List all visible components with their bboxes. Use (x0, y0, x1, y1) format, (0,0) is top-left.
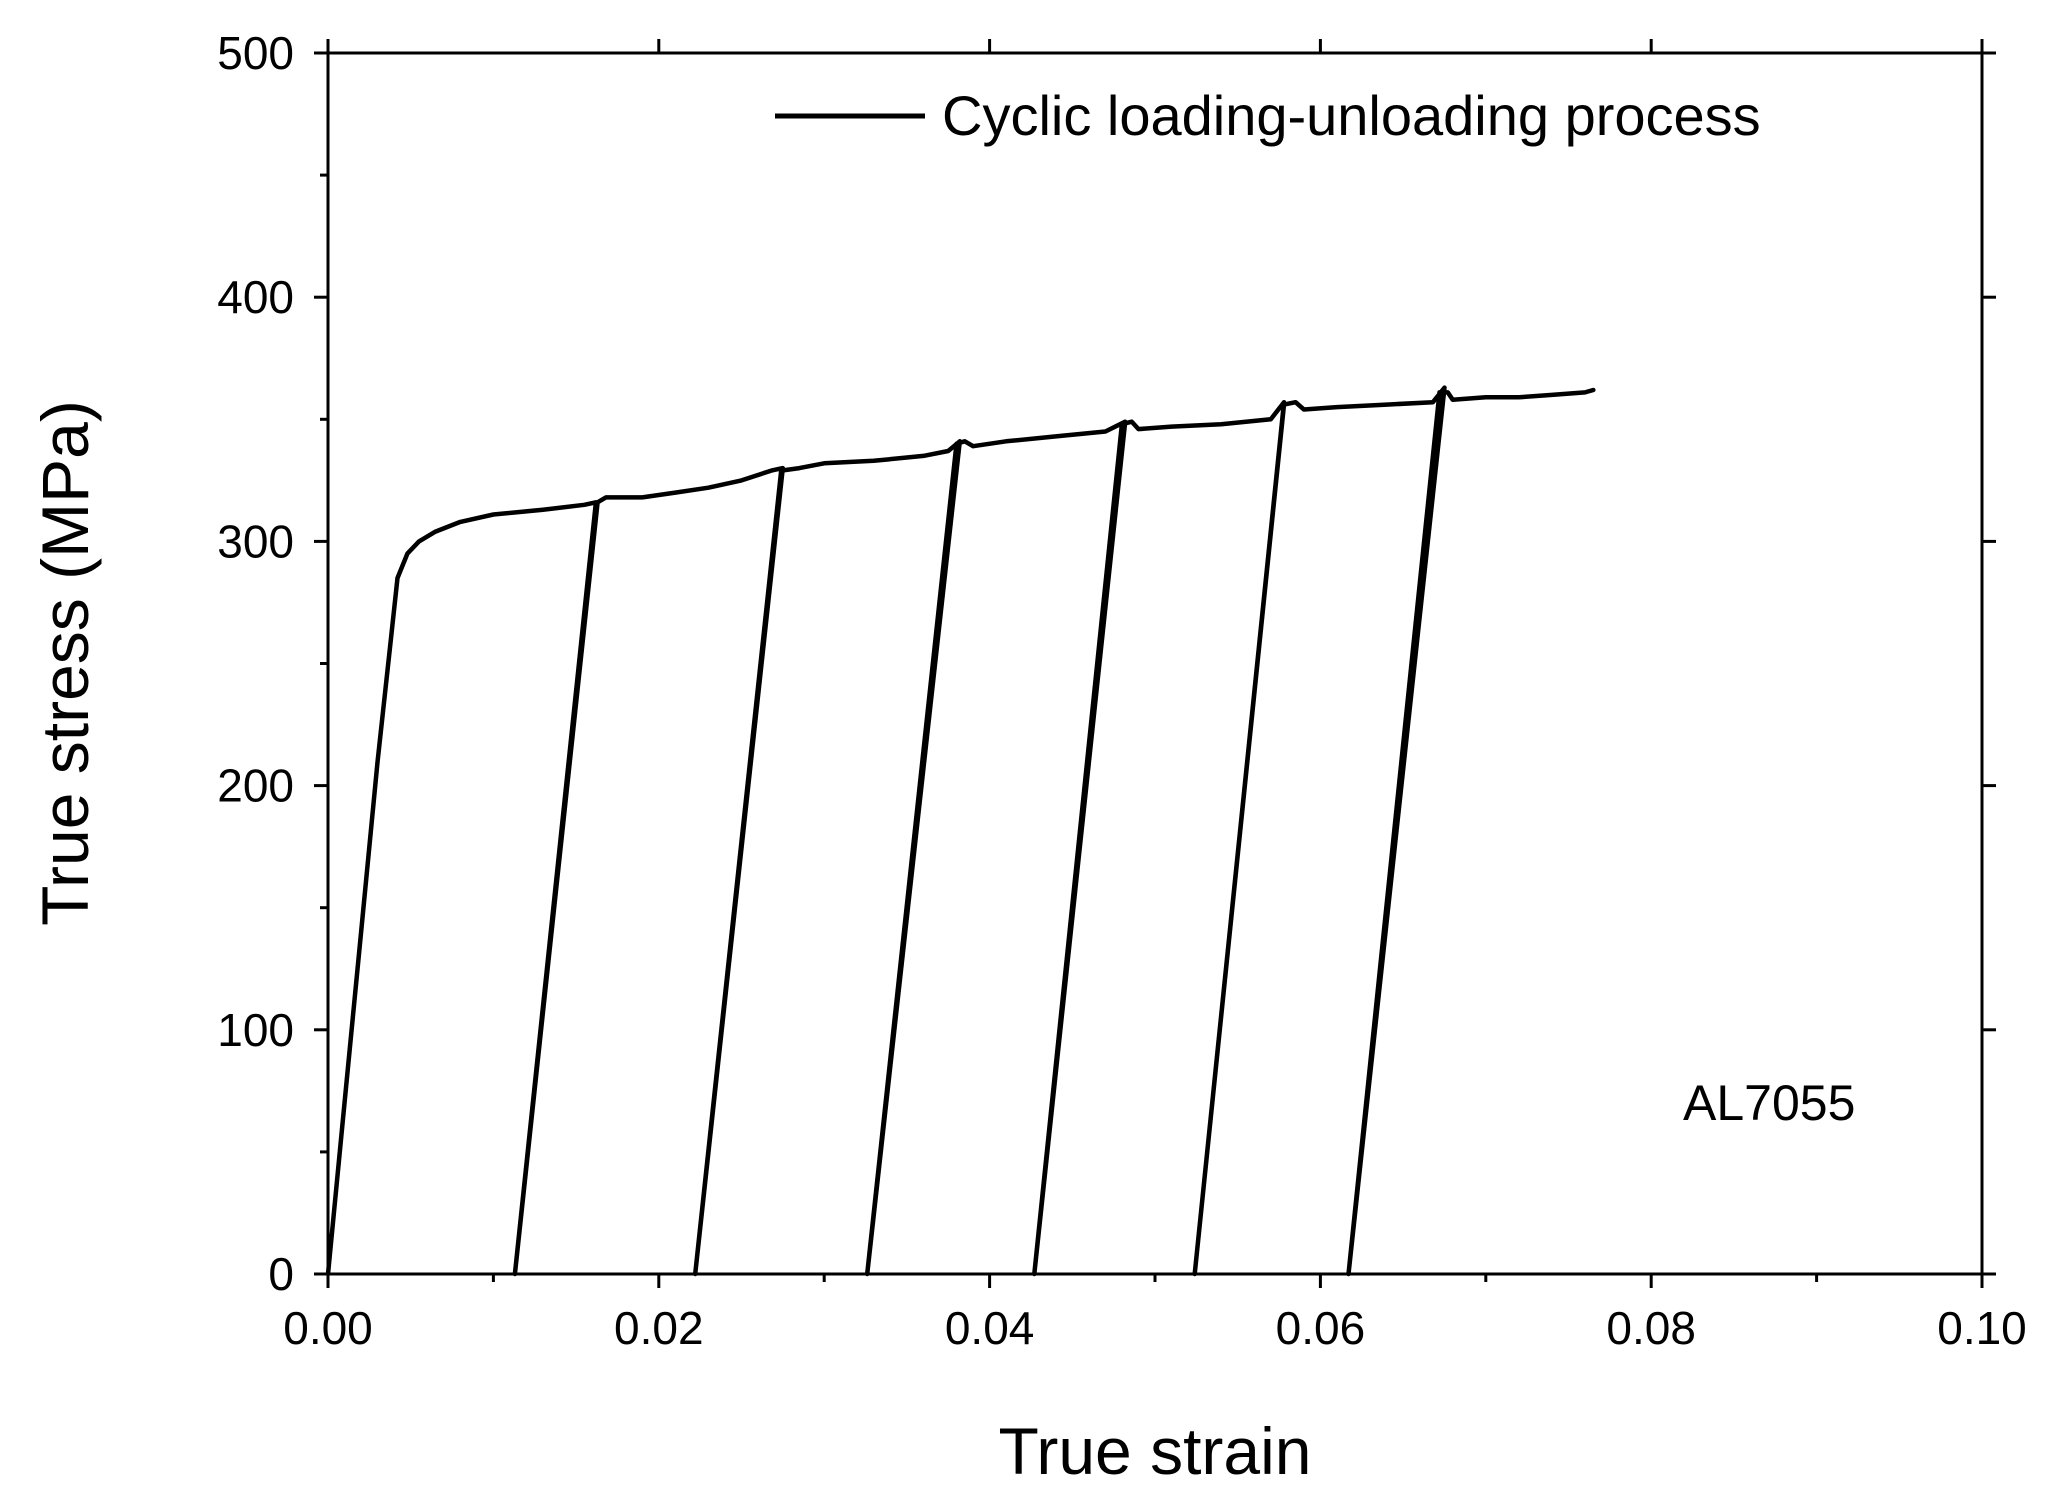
series-line-cyclic-loading (325, 385, 1596, 1277)
y-tick-label: 300 (217, 515, 294, 567)
axis-ticks (314, 39, 1996, 1288)
x-tick-label: 0.02 (614, 1302, 704, 1354)
y-axis-title: True stress (MPa) (28, 400, 102, 926)
y-tick-label: 100 (217, 1004, 294, 1056)
y-tick-label: 400 (217, 271, 294, 323)
x-tick-label: 0.08 (1606, 1302, 1696, 1354)
x-tick-label: 0.06 (1276, 1302, 1366, 1354)
y-tick-label: 500 (217, 27, 294, 79)
x-axis-title: True strain (999, 1414, 1312, 1488)
x-tick-label: 0.04 (945, 1302, 1035, 1354)
y-tick-label: 200 (217, 760, 294, 812)
y-tick-label: 0 (268, 1248, 294, 1300)
y-tick-labels: 0 100 200 300 400 500 (217, 27, 294, 1300)
x-tick-labels: 0.00 0.02 0.04 0.06 0.08 0.10 (283, 1302, 2027, 1354)
x-tick-label: 0.00 (283, 1302, 373, 1354)
x-tick-label: 0.10 (1937, 1302, 2027, 1354)
legend-label: Cyclic loading-unloading process (942, 84, 1761, 147)
annotation-al7055: AL7055 (1683, 1075, 1855, 1131)
